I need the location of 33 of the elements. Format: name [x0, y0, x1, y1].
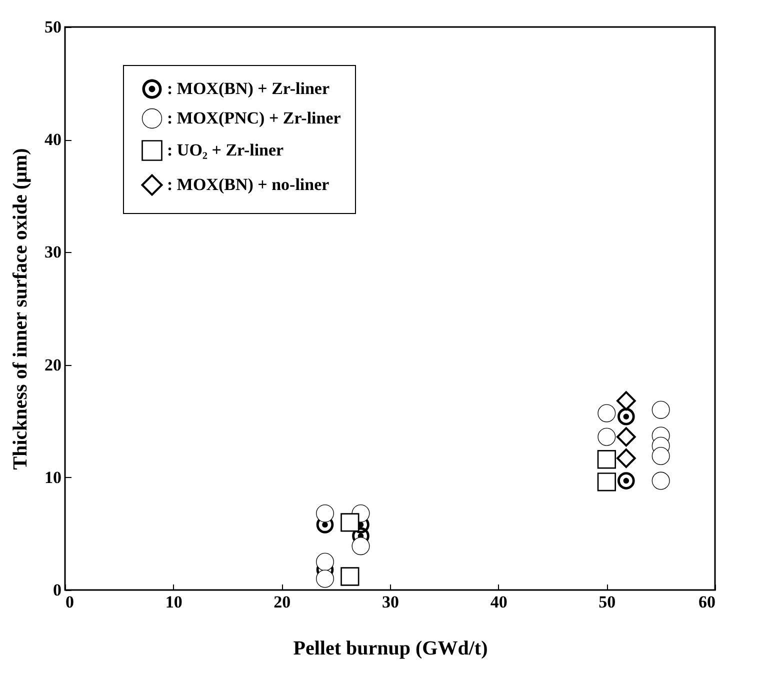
point	[618, 472, 635, 490]
point	[316, 504, 334, 522]
point	[597, 472, 616, 492]
x-tick-label: 20	[274, 592, 291, 612]
x-tick-label: 40	[490, 592, 508, 612]
point	[316, 570, 334, 588]
point	[652, 447, 670, 465]
point	[340, 567, 360, 586]
legend-label: : UO₂ + Zr-liner	[167, 140, 284, 160]
y-tick-label: 10	[44, 468, 62, 487]
point	[352, 537, 370, 556]
legend-label: : MOX(BN) + Zr-liner	[167, 79, 330, 98]
point	[616, 427, 636, 447]
point	[340, 513, 360, 532]
y-axis-title: Thickness of inner surface oxide (μm)	[10, 148, 32, 470]
x-axis-title: Pellet burnup (GWd/t)	[293, 638, 488, 660]
legend-label: : MOX(PNC) + Zr-liner	[167, 108, 342, 128]
point	[618, 408, 635, 426]
y-tick-label: 20	[44, 355, 62, 374]
y-tick-label: 30	[44, 242, 62, 262]
x-tick-label: 50	[598, 592, 616, 612]
point	[316, 552, 334, 571]
x-tick-label: 30	[382, 592, 399, 612]
point	[597, 450, 616, 469]
y-tick-label: 50	[44, 18, 62, 36]
x-tick-label: 0	[66, 592, 74, 612]
y-tick-label: 40	[44, 130, 62, 150]
point	[616, 391, 636, 410]
legend-label: : MOX(BN) + no-liner	[167, 175, 330, 194]
x-tick-label: 60	[698, 592, 716, 612]
x-tick-label: 10	[165, 592, 182, 612]
y-tick-label: 0	[53, 580, 62, 600]
point	[616, 448, 636, 468]
